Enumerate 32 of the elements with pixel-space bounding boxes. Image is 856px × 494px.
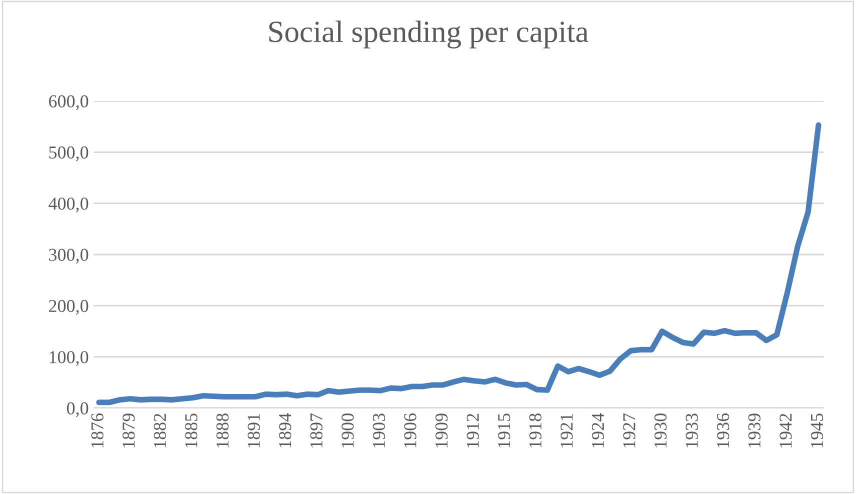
x-tick-label: 1897 bbox=[310, 413, 322, 448]
x-tick-label: 1900 bbox=[342, 414, 354, 448]
x-tick-label: 1921 bbox=[560, 414, 573, 448]
x-tick-label: 1924 bbox=[592, 413, 604, 448]
x-tick-label: 1903 bbox=[372, 414, 386, 448]
x-tick-label: 1945 bbox=[810, 414, 824, 448]
x-tick-label: 1942 bbox=[780, 414, 792, 448]
x-tick-label: 1879 bbox=[122, 414, 135, 448]
y-tick-label: 300,0 bbox=[49, 248, 88, 264]
x-tick-label: 1936 bbox=[717, 413, 730, 448]
x-tick-label: 1888 bbox=[216, 414, 229, 448]
y-tick-label: 400,0 bbox=[48, 198, 88, 212]
y-tick-label: 500,0 bbox=[49, 146, 88, 162]
y-tick-label: 0,0 bbox=[66, 402, 88, 418]
x-tick-label: 1909 bbox=[435, 414, 448, 448]
chart-title: Social spending per capita bbox=[269, 20, 588, 48]
x-tick-label: 1876 bbox=[91, 413, 104, 448]
x-tick-label: 1885 bbox=[185, 414, 198, 448]
x-tick-label: 1918 bbox=[529, 414, 542, 448]
x-tick-label: 1912 bbox=[466, 414, 479, 448]
x-tick-label: 1894 bbox=[278, 413, 292, 448]
x-tick-label: 1933 bbox=[686, 414, 698, 448]
x-tick-label: 1939 bbox=[748, 414, 760, 448]
x-tick-label: 1906 bbox=[404, 413, 416, 448]
y-tick-label: 600,0 bbox=[49, 95, 88, 110]
y-tick-label: 100,0 bbox=[50, 351, 88, 366]
x-tick-label: 1882 bbox=[154, 414, 166, 448]
x-tick-label: 1915 bbox=[498, 414, 510, 448]
x-tick-label: 1927 bbox=[623, 413, 636, 448]
x-tick-label: 1891 bbox=[248, 414, 260, 448]
y-tick-label: 200,0 bbox=[49, 300, 88, 315]
x-tick-label: 1930 bbox=[654, 414, 667, 448]
